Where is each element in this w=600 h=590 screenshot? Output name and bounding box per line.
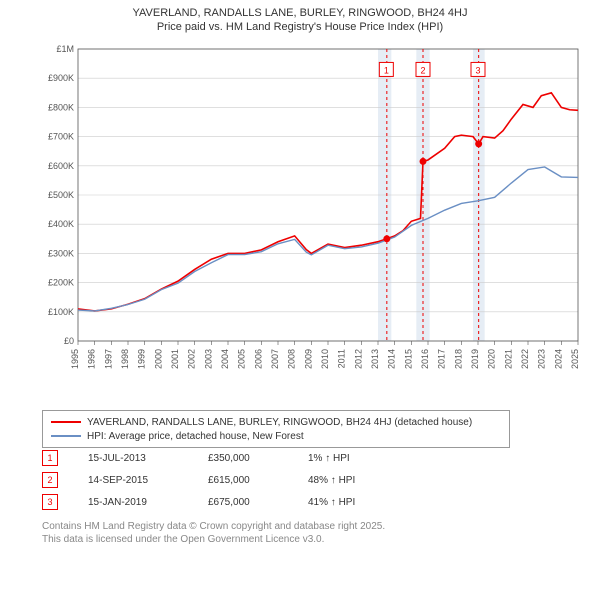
svg-text:2006: 2006: [253, 349, 263, 369]
svg-text:2020: 2020: [487, 349, 497, 369]
event-pct: 41% ↑ HPI: [308, 497, 428, 508]
svg-text:2005: 2005: [237, 349, 247, 369]
line-chart: £0 £100K £200K £300K £400K £500K £600K £700K £80…: [42, 45, 582, 375]
svg-text:£300K: £300K: [48, 248, 74, 258]
svg-text:1997: 1997: [103, 349, 113, 369]
chart-container: YAVERLAND, RANDALLS LANE, BURLEY, RINGWO…: [0, 0, 600, 590]
footer-line2: This data is licensed under the Open Gov…: [42, 533, 385, 546]
svg-text:£700K: £700K: [48, 132, 74, 142]
legend-swatch: [51, 421, 81, 423]
event-price: £675,000: [208, 497, 308, 508]
svg-text:2023: 2023: [537, 349, 547, 369]
svg-text:2001: 2001: [170, 349, 180, 369]
svg-text:2024: 2024: [553, 349, 563, 369]
svg-text:2015: 2015: [403, 349, 413, 369]
svg-text:2022: 2022: [520, 349, 530, 369]
event-date: 15-JUL-2013: [88, 453, 208, 464]
svg-text:2025: 2025: [570, 349, 580, 369]
footer-note: Contains HM Land Registry data © Crown c…: [42, 520, 385, 546]
svg-text:2002: 2002: [187, 349, 197, 369]
title-line2: Price paid vs. HM Land Registry's House …: [0, 20, 600, 34]
svg-text:2021: 2021: [503, 349, 513, 369]
svg-text:2003: 2003: [203, 349, 213, 369]
legend-label: YAVERLAND, RANDALLS LANE, BURLEY, RINGWO…: [87, 417, 472, 428]
title-line1: YAVERLAND, RANDALLS LANE, BURLEY, RINGWO…: [0, 6, 600, 20]
svg-text:2008: 2008: [287, 349, 297, 369]
svg-text:£0: £0: [64, 336, 74, 346]
svg-text:2: 2: [420, 65, 425, 75]
event-row: 2 14-SEP-2015£615,00048% ↑ HPI: [42, 470, 582, 490]
event-pct: 48% ↑ HPI: [308, 475, 428, 486]
svg-text:£500K: £500K: [48, 190, 74, 200]
legend-row: HPI: Average price, detached house, New …: [51, 429, 501, 443]
svg-text:2017: 2017: [437, 349, 447, 369]
svg-text:£100K: £100K: [48, 307, 74, 317]
events-table: 1 15-JUL-2013£350,0001% ↑ HPI 2 14-SEP-2015…: [42, 448, 582, 514]
event-price: £615,000: [208, 475, 308, 486]
event-marker: 1: [42, 450, 58, 466]
svg-text:2010: 2010: [320, 349, 330, 369]
svg-text:2011: 2011: [337, 349, 347, 368]
event-row: 1 15-JUL-2013£350,0001% ↑ HPI: [42, 448, 582, 468]
event-marker: 3: [42, 494, 58, 510]
svg-text:2004: 2004: [220, 349, 230, 369]
event-marker: 2: [42, 472, 58, 488]
event-date: 15-JAN-2019: [88, 497, 208, 508]
event-pct: 1% ↑ HPI: [308, 453, 428, 464]
legend-swatch: [51, 435, 81, 437]
svg-text:2000: 2000: [153, 349, 163, 369]
svg-text:£200K: £200K: [48, 278, 74, 288]
svg-text:2013: 2013: [370, 349, 380, 369]
svg-text:1998: 1998: [120, 349, 130, 369]
svg-text:2009: 2009: [303, 349, 313, 369]
svg-text:£400K: £400K: [48, 219, 74, 229]
svg-text:3: 3: [475, 65, 480, 75]
legend-row: YAVERLAND, RANDALLS LANE, BURLEY, RINGWO…: [51, 415, 501, 429]
title-block: YAVERLAND, RANDALLS LANE, BURLEY, RINGWO…: [0, 0, 600, 35]
event-price: £350,000: [208, 453, 308, 464]
event-row: 3 15-JAN-2019£675,00041% ↑ HPI: [42, 492, 582, 512]
legend-label: HPI: Average price, detached house, New …: [87, 431, 304, 442]
legend: YAVERLAND, RANDALLS LANE, BURLEY, RINGWO…: [42, 410, 510, 448]
svg-text:£1M: £1M: [56, 45, 74, 54]
svg-text:1995: 1995: [70, 349, 80, 369]
svg-text:2007: 2007: [270, 349, 280, 369]
footer-line1: Contains HM Land Registry data © Crown c…: [42, 520, 385, 533]
svg-text:£600K: £600K: [48, 161, 74, 171]
event-date: 14-SEP-2015: [88, 475, 208, 486]
svg-text:2012: 2012: [353, 349, 363, 369]
svg-text:1: 1: [384, 65, 389, 75]
svg-text:2018: 2018: [453, 349, 463, 369]
svg-text:2019: 2019: [470, 349, 480, 369]
svg-text:1996: 1996: [87, 349, 97, 369]
svg-text:1999: 1999: [137, 349, 147, 369]
svg-text:2016: 2016: [420, 349, 430, 369]
svg-text:2014: 2014: [387, 349, 397, 369]
svg-text:£800K: £800K: [48, 102, 74, 112]
svg-text:£900K: £900K: [48, 73, 74, 83]
